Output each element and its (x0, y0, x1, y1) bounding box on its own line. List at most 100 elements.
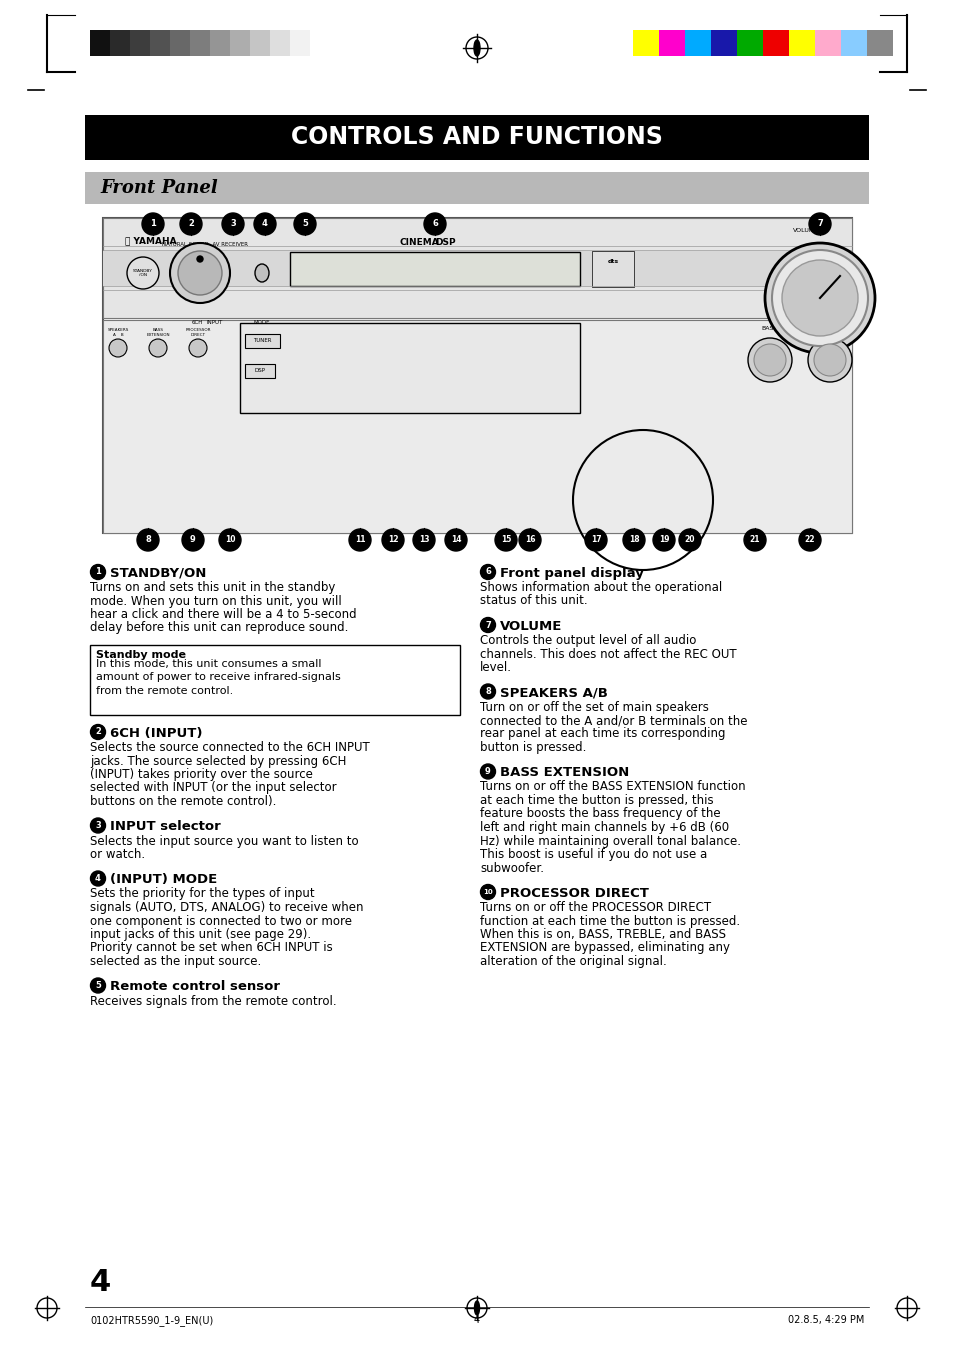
Text: jacks. The source selected by pressing 6CH: jacks. The source selected by pressing 6… (90, 754, 346, 767)
Text: 13: 13 (418, 535, 429, 544)
Text: input jacks of this unit (see page 29).: input jacks of this unit (see page 29). (90, 928, 311, 942)
Text: level.: level. (479, 661, 512, 674)
Text: feature boosts the bass frequency of the: feature boosts the bass frequency of the (479, 808, 720, 820)
Text: 4: 4 (262, 219, 268, 228)
Circle shape (747, 338, 791, 382)
Text: DSP: DSP (435, 238, 456, 247)
Text: subwoofer.: subwoofer. (479, 862, 543, 874)
Circle shape (381, 530, 403, 551)
Text: Front panel display: Front panel display (499, 567, 643, 580)
Circle shape (807, 338, 851, 382)
Bar (90, 644, 459, 715)
Bar (240, 323, 579, 413)
Text: 8: 8 (485, 688, 491, 696)
Ellipse shape (474, 1301, 479, 1315)
Text: 8: 8 (145, 535, 151, 544)
Text: at each time the button is pressed, this: at each time the button is pressed, this (479, 794, 713, 807)
Text: 3: 3 (95, 821, 101, 830)
Text: VOLUME: VOLUME (792, 228, 819, 232)
Text: one component is connected to two or more: one component is connected to two or mor… (90, 915, 352, 928)
Circle shape (170, 243, 230, 303)
Bar (814, 30, 841, 55)
Text: 3: 3 (230, 219, 235, 228)
Text: TREBLE: TREBLE (818, 326, 841, 331)
Bar (85, 115, 868, 159)
Text: 6: 6 (432, 219, 437, 228)
Circle shape (495, 530, 517, 551)
Circle shape (219, 530, 241, 551)
Text: Receives signals from the remote control.: Receives signals from the remote control… (90, 994, 336, 1008)
Bar (659, 30, 684, 55)
Text: 1: 1 (95, 567, 101, 577)
Text: or watch.: or watch. (90, 848, 145, 861)
Text: rear panel at each time its corresponding: rear panel at each time its correspondin… (479, 727, 724, 740)
Text: dts: dts (607, 259, 618, 263)
Text: Selects the input source you want to listen to: Selects the input source you want to lis… (90, 835, 358, 847)
Circle shape (349, 530, 371, 551)
Circle shape (808, 213, 830, 235)
Text: STANDBY/ON: STANDBY/ON (110, 567, 206, 580)
Text: 18: 18 (628, 535, 639, 544)
Text: SPEAKERS A/B: SPEAKERS A/B (499, 686, 607, 700)
Circle shape (413, 530, 435, 551)
Bar (633, 30, 659, 55)
Text: 20: 20 (684, 535, 695, 544)
Circle shape (480, 617, 495, 632)
Circle shape (813, 345, 845, 376)
Text: 9: 9 (485, 767, 491, 775)
Text: 21: 21 (749, 535, 760, 544)
Circle shape (91, 724, 106, 739)
Text: Turns on or off the BASS EXTENSION function: Turns on or off the BASS EXTENSION funct… (479, 781, 745, 793)
Text: 4: 4 (95, 874, 101, 884)
Text: BASS EXTENSION: BASS EXTENSION (499, 766, 629, 780)
Text: status of this unit.: status of this unit. (479, 594, 587, 608)
Circle shape (679, 530, 700, 551)
Text: BASS
EXTENSION: BASS EXTENSION (146, 328, 170, 336)
Ellipse shape (474, 41, 479, 55)
Text: selected as the input source.: selected as the input source. (90, 955, 261, 969)
Text: Remote control sensor: Remote control sensor (110, 981, 280, 993)
Text: 6CH (INPUT): 6CH (INPUT) (110, 727, 202, 740)
Text: BASS: BASS (761, 326, 778, 331)
Text: Hz) while maintaining overall tonal balance.: Hz) while maintaining overall tonal bala… (479, 835, 740, 847)
Text: STANDBY
/ON: STANDBY /ON (132, 269, 152, 277)
Circle shape (222, 213, 244, 235)
Text: 9: 9 (190, 535, 195, 544)
Text: 4: 4 (474, 1315, 479, 1325)
Text: 02.8.5, 4:29 PM: 02.8.5, 4:29 PM (787, 1315, 863, 1325)
Text: button is pressed.: button is pressed. (479, 740, 586, 754)
Text: VOLUME: VOLUME (499, 620, 561, 634)
Circle shape (480, 565, 495, 580)
Circle shape (91, 817, 106, 834)
Bar (85, 172, 868, 204)
Text: Shows information about the operational: Shows information about the operational (479, 581, 721, 594)
Text: from the remote control.: from the remote control. (96, 686, 233, 696)
Circle shape (196, 255, 203, 262)
Circle shape (480, 684, 495, 698)
Text: Ⓢ YAMAHA: Ⓢ YAMAHA (125, 236, 176, 245)
Text: DSP: DSP (254, 369, 265, 373)
Text: 10: 10 (482, 889, 493, 894)
Circle shape (91, 871, 106, 886)
Text: 19: 19 (659, 535, 669, 544)
Circle shape (127, 257, 159, 289)
Circle shape (142, 213, 164, 235)
Circle shape (189, 339, 207, 357)
Text: NATURAL SOUND  AV RECEIVER: NATURAL SOUND AV RECEIVER (162, 242, 248, 247)
Text: Turns on or off the PROCESSOR DIRECT: Turns on or off the PROCESSOR DIRECT (479, 901, 710, 915)
Text: 6CH: 6CH (192, 320, 202, 326)
Text: 11: 11 (355, 535, 365, 544)
Text: 10: 10 (225, 535, 235, 544)
Bar (103, 320, 851, 534)
Text: delay before this unit can reproduce sound.: delay before this unit can reproduce sou… (90, 621, 348, 635)
Text: 6: 6 (484, 567, 491, 577)
Bar (788, 30, 814, 55)
Text: 4: 4 (90, 1269, 112, 1297)
Text: This boost is useful if you do not use a: This boost is useful if you do not use a (479, 848, 706, 861)
Circle shape (109, 339, 127, 357)
Bar (737, 30, 762, 55)
Bar (270, 30, 290, 55)
Text: Turn on or off the set of main speakers: Turn on or off the set of main speakers (479, 701, 708, 713)
Circle shape (480, 765, 495, 780)
Text: INPUT: INPUT (207, 320, 223, 326)
